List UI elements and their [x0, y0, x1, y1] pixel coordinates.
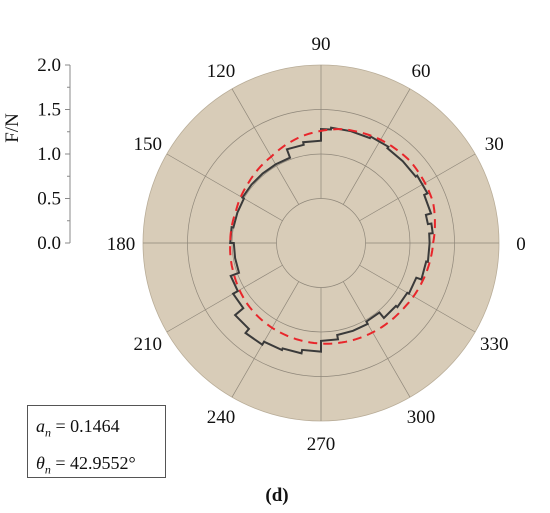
radial-tick-label: 1.5 [37, 100, 61, 121]
series-layer [229, 126, 436, 355]
angular-tick-labels: 0 30 60 90 120 150 180 210 240 270 300 330 [107, 34, 526, 455]
angle-tick-270: 270 [307, 434, 336, 455]
angular-gridline [359, 264, 476, 333]
angle-value: = 42.9552° [55, 452, 136, 473]
series-line-dashed [229, 128, 436, 345]
radial-tick-label: 0.5 [37, 189, 61, 210]
amplitude-symbol: a [36, 416, 45, 436]
angular-gridline [231, 281, 300, 398]
angular-gridline [359, 153, 476, 222]
angle-tick-240: 240 [207, 407, 236, 428]
angle-tick-300: 300 [407, 407, 436, 428]
angle-tick-150: 150 [134, 134, 163, 155]
angle-symbol: θ [36, 452, 45, 473]
parameter-box: an = 0.1464 θn = 42.9552° [27, 405, 166, 478]
panel-label: (d) [265, 485, 288, 506]
angle-tick-0: 0 [516, 234, 526, 255]
y-axis-label: F/N [2, 113, 23, 143]
radial-axis: 0.0 0.5 1.0 1.5 2.0 [37, 55, 71, 254]
angle-tick-60: 60 [412, 61, 431, 82]
angle-tick-330: 330 [480, 334, 509, 355]
angle-readout: θn = 42.9552° [36, 448, 157, 485]
angle-tick-90: 90 [312, 34, 331, 55]
amplitude-subscript: n [45, 425, 51, 440]
angular-gridline [342, 281, 411, 398]
angle-tick-30: 30 [485, 134, 504, 155]
radial-tick-label: 0.0 [37, 233, 61, 254]
radial-tick-label: 2.0 [37, 55, 61, 76]
angle-tick-210: 210 [134, 334, 163, 355]
angle-tick-120: 120 [207, 61, 236, 82]
series-line-solid [229, 126, 434, 355]
angular-gridline [166, 264, 283, 333]
amplitude-value: = 0.1464 [55, 416, 120, 436]
angle-subscript: n [44, 462, 51, 477]
angular-gridline [342, 88, 411, 205]
angular-gridline [231, 88, 300, 205]
series-solid [229, 126, 434, 355]
series-dashed [229, 128, 436, 345]
amplitude-readout: an = 0.1464 [36, 411, 157, 448]
angular-gridline [166, 153, 283, 222]
radial-tick-label: 1.0 [37, 144, 61, 165]
angle-tick-180: 180 [107, 234, 136, 255]
